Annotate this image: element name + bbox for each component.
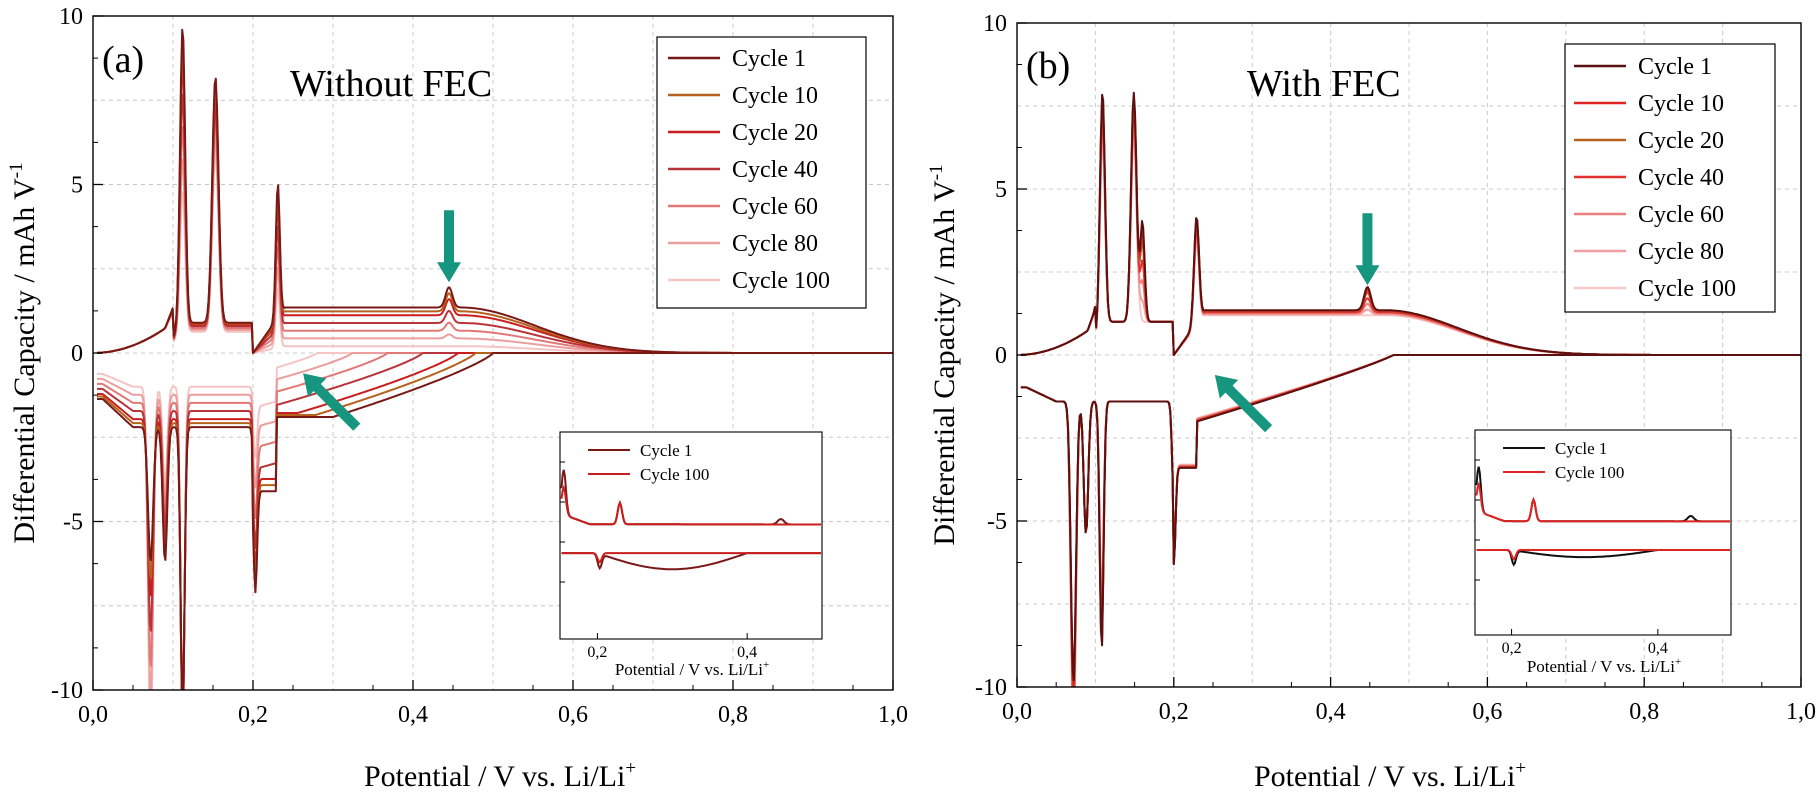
legend-label: Cycle 10 (1638, 91, 1724, 117)
inset-line-discharge (561, 552, 821, 564)
inset-x-tick-label: 0,4 (737, 644, 757, 661)
y-tick-label: 0 (71, 341, 83, 367)
annotation-arrow-up-left (1214, 374, 1273, 433)
legend-label: Cycle 60 (1638, 202, 1724, 228)
panel-b-inset: 0,2 0,4 Cycle 1 Cycle 100 Potential / V vs.… (1474, 429, 1732, 676)
y-tick-label: 5 (995, 177, 1007, 203)
inset-legend-label: Cycle 1 (1555, 439, 1607, 458)
panel-a-series (97, 28, 893, 690)
panel-a-inset: 0,2 0,4 Cycle 1 Cycle 100 Potential / V vs.… (559, 431, 823, 679)
inset-legend-label: Cycle 100 (640, 465, 709, 484)
x-tick-label: 0,6 (558, 702, 588, 728)
legend-label: Cycle 60 (732, 194, 818, 220)
legend-label: Cycle 40 (1638, 165, 1724, 191)
legend-label: Cycle 100 (732, 268, 830, 294)
panel-a-title: Without FEC (290, 63, 492, 105)
x-tick-label: 0,8 (1629, 699, 1659, 725)
series-line-discharge (97, 352, 893, 690)
panel-a-legend-box (656, 36, 867, 309)
y-tick-label: 0 (995, 343, 1007, 369)
panel-b-legend: Cycle 1 Cycle 10 Cycle 20 Cycle 40 Cycle 60 C… (1564, 43, 1776, 313)
annotation-arrow-down (1355, 213, 1380, 286)
panel-b-xlabel: Potential / V vs. Li/Li+ (1254, 758, 1526, 793)
panel-a-ylabel: Differential Capacity / mAh V-1 (6, 162, 41, 543)
x-tick-label: 0,6 (1472, 699, 1502, 725)
inset-x-tick-label: 0,2 (1502, 640, 1522, 657)
legend-label: Cycle 1 (732, 46, 806, 72)
panel-a-ticks: 0,0 0,2 0,4 0,6 0,8 1,0 -10 -5 0 5 10 (51, 4, 908, 728)
panel-a-inset-xlabel: Potential / V vs. Li/Li+ (615, 659, 769, 679)
panel-a-legend: Cycle 1 Cycle 10 Cycle 20 Cycle 40 Cycle 60 C… (656, 36, 867, 309)
x-tick-label: 1,0 (878, 702, 908, 728)
legend-label: Cycle 1 (1638, 54, 1712, 80)
y-tick-label: -10 (975, 675, 1007, 701)
panel-b: 0,0 0,2 0,4 0,6 0,8 1,0 -10 -5 0 5 10 (b) With FEC… (926, 11, 1816, 793)
panel-a-arrows (303, 210, 461, 431)
panel-b-inset-xlabel: Potential / V vs. Li/Li+ (1527, 656, 1681, 676)
inset-line-discharge (1476, 549, 1730, 561)
y-tick-label: -5 (987, 509, 1007, 535)
legend-label: Cycle 10 (732, 83, 818, 109)
x-tick-label: 0,4 (398, 702, 428, 728)
x-tick-label: 0,0 (1002, 699, 1032, 725)
y-tick-label: 5 (71, 173, 83, 199)
legend-label: Cycle 80 (732, 231, 818, 257)
y-tick-label: 10 (59, 4, 83, 30)
annotation-arrow-up-left (303, 373, 361, 431)
legend-label: Cycle 20 (732, 120, 818, 146)
x-tick-label: 0,4 (1316, 699, 1346, 725)
inset-line-charge (1475, 481, 1730, 523)
inset-x-tick-label: 0,2 (587, 644, 607, 661)
panel-b-label: (b) (1026, 45, 1070, 87)
y-tick-label: -10 (51, 678, 83, 704)
panel-b-ticks: 0,0 0,2 0,4 0,6 0,8 1,0 -10 -5 0 5 10 (975, 11, 1816, 725)
panel-b-ylabel: Differential Capacity / mAh V-1 (926, 164, 961, 545)
panel-b-arrows (1214, 213, 1380, 433)
x-tick-label: 0,2 (238, 702, 268, 728)
panel-a-xlabel: Potential / V vs. Li/Li+ (364, 758, 636, 793)
inset-legend-label: Cycle 100 (1555, 463, 1624, 482)
inset-x-tick-label: 0,4 (1648, 640, 1668, 657)
x-tick-label: 0,2 (1159, 699, 1189, 725)
x-tick-label: 1,0 (1786, 699, 1816, 725)
inset-line-charge (560, 484, 821, 526)
inset-legend-label: Cycle 1 (640, 441, 692, 460)
panel-a-inset-frame (559, 431, 823, 640)
panel-b-series (1020, 91, 1801, 687)
y-tick-label: -5 (63, 510, 83, 536)
legend-label: Cycle 80 (1638, 239, 1724, 265)
x-tick-label: 0,0 (78, 702, 108, 728)
legend-label: Cycle 20 (1638, 128, 1724, 154)
panel-b-title: With FEC (1247, 63, 1401, 105)
panel-a-label: (a) (102, 39, 144, 81)
legend-label: Cycle 100 (1638, 276, 1736, 302)
panel-a: 0,0 0,2 0,4 0,6 0,8 1,0 -10 -5 0 5 10 (a) Without … (6, 4, 908, 793)
annotation-arrow-down (437, 210, 461, 283)
series-line-discharge (1020, 354, 1801, 682)
panel-b-inset-frame (1474, 429, 1732, 636)
y-tick-label: 10 (983, 11, 1007, 37)
legend-label: Cycle 40 (732, 157, 818, 183)
x-tick-label: 0,8 (718, 702, 748, 728)
